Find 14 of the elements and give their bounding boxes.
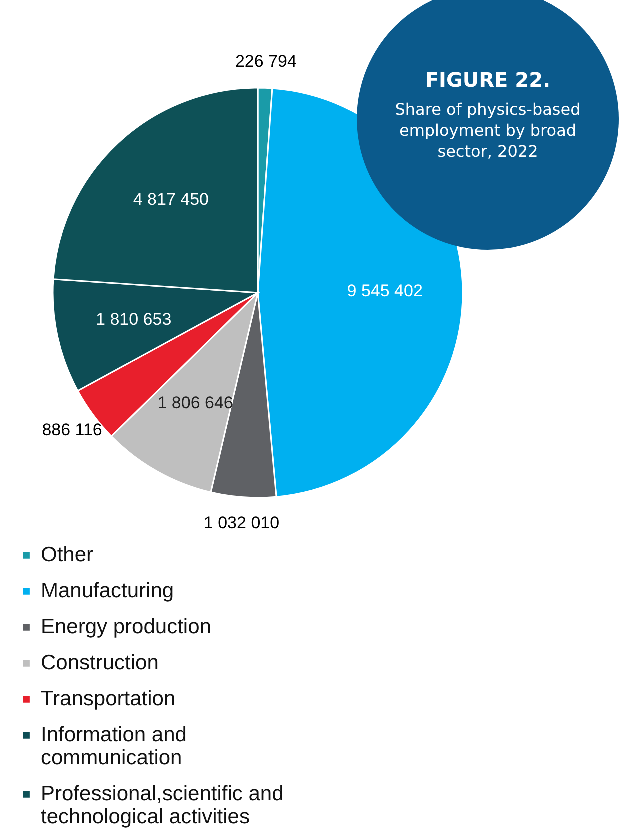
data-label: 1 032 010 <box>204 513 280 532</box>
legend-label: Manufacturing <box>41 580 174 602</box>
data-label: 9 545 402 <box>347 282 423 301</box>
data-label: 886 116 <box>42 420 102 440</box>
data-label: 1 810 653 <box>96 310 172 330</box>
legend-label: Information and communication <box>41 724 187 770</box>
data-label: 226 794 <box>235 52 297 72</box>
legend-label: Other <box>41 544 94 566</box>
data-label: 1 806 646 <box>158 394 234 413</box>
legend-label: Energy production <box>41 616 212 638</box>
legend-label: Construction <box>41 652 159 674</box>
legend-label: Professional,scientific and technological activities <box>41 782 284 828</box>
legend-label: Transportation <box>41 688 176 710</box>
data-label: 4 817 450 <box>133 190 209 210</box>
